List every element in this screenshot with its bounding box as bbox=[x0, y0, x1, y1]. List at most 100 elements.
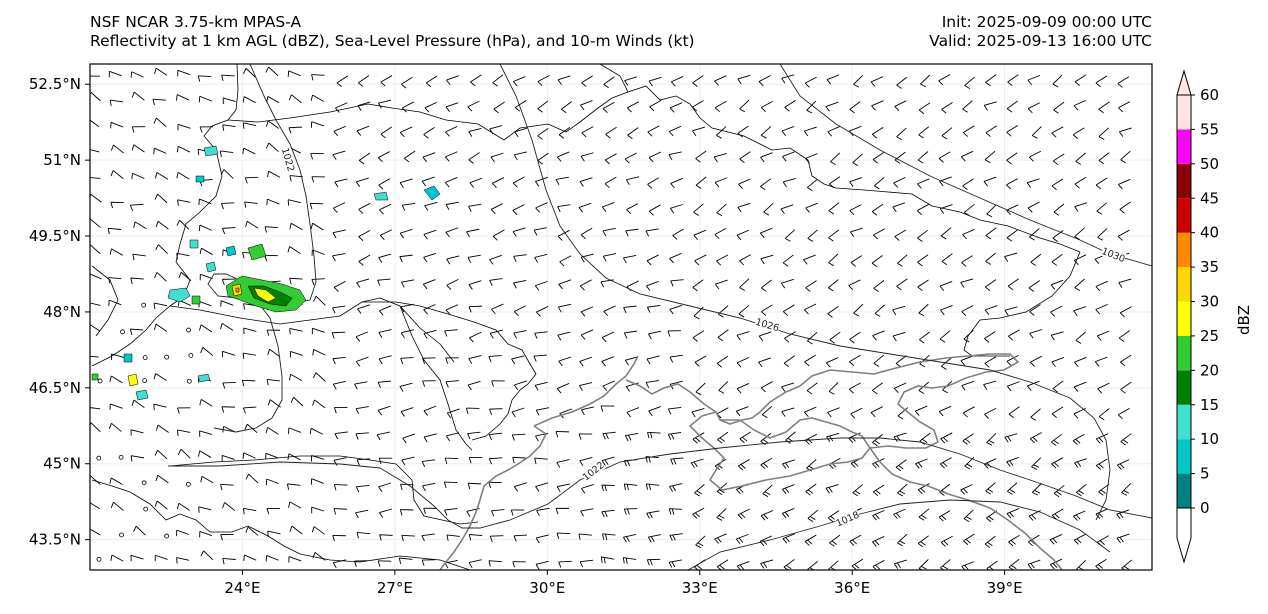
wind-barb bbox=[985, 125, 998, 137]
lat-tick-label: 51°N bbox=[43, 151, 81, 169]
wind-barb bbox=[200, 550, 214, 561]
wind-barb bbox=[807, 229, 818, 242]
lat-tick-label: 43.5°N bbox=[29, 531, 81, 549]
wind-barb bbox=[222, 502, 236, 511]
wind-barb bbox=[940, 535, 953, 547]
wind-barb bbox=[737, 203, 751, 213]
wind-barb bbox=[467, 482, 482, 490]
isobar-1018 bbox=[687, 499, 1111, 570]
wind-barb bbox=[512, 561, 526, 568]
wind-barb bbox=[333, 484, 348, 491]
calm-wind-marker bbox=[186, 327, 191, 333]
wind-barb bbox=[804, 534, 817, 546]
wind-barb bbox=[443, 481, 458, 488]
wind-barb bbox=[90, 355, 99, 358]
wind-barb bbox=[784, 331, 796, 343]
wind-barb bbox=[893, 176, 906, 188]
wind-barb bbox=[513, 279, 527, 289]
wind-barb bbox=[580, 227, 593, 240]
wind-barb bbox=[244, 176, 259, 184]
colorbar-tick-label: 50 bbox=[1200, 155, 1219, 173]
wind-barb bbox=[129, 328, 144, 336]
wind-barb bbox=[90, 302, 101, 306]
wind-barb bbox=[423, 304, 436, 315]
wind-barb bbox=[493, 101, 505, 114]
wind-barb bbox=[309, 202, 324, 210]
wind-barb bbox=[602, 533, 616, 541]
wind-barb bbox=[668, 125, 682, 137]
wind-barb bbox=[422, 152, 436, 163]
wind-barb bbox=[939, 457, 952, 469]
wind-barb bbox=[872, 330, 885, 341]
border-belarus-ukraine bbox=[227, 85, 691, 141]
wind-barb bbox=[669, 304, 683, 315]
wind-barb bbox=[1051, 253, 1063, 266]
wind-barb bbox=[918, 508, 930, 521]
wind-barb bbox=[871, 100, 884, 111]
wind-barb bbox=[964, 76, 975, 90]
wind-barb bbox=[718, 381, 729, 394]
wind-barb bbox=[490, 203, 503, 214]
wind-barb bbox=[940, 227, 952, 240]
wind-barb bbox=[176, 429, 191, 436]
wind-barb bbox=[107, 227, 122, 235]
wind-barb bbox=[1075, 152, 1086, 165]
wind-barb bbox=[781, 382, 795, 392]
wind-barb bbox=[714, 100, 727, 113]
border-ukraine-russia-north bbox=[689, 103, 1081, 253]
wind-barb bbox=[333, 125, 347, 137]
wind-barb bbox=[399, 228, 413, 239]
wind-barb bbox=[623, 330, 638, 339]
wind-barb bbox=[1030, 253, 1042, 266]
wind-barb bbox=[717, 431, 729, 444]
wind-barb bbox=[557, 303, 572, 313]
plot-area: 1022 1026 1030 1022 1018 bbox=[90, 64, 1152, 570]
wind-barb bbox=[1007, 278, 1019, 291]
wind-barb bbox=[1098, 152, 1110, 165]
wind-barb bbox=[648, 406, 662, 416]
wind-barb bbox=[421, 533, 435, 542]
refl-cell bbox=[123, 353, 133, 363]
wind-barb bbox=[288, 501, 302, 509]
calm-wind-marker bbox=[141, 302, 147, 308]
wind-barb bbox=[897, 483, 908, 497]
wind-barb bbox=[625, 382, 639, 392]
wind-barb bbox=[646, 558, 661, 566]
wind-barb bbox=[827, 305, 839, 318]
wind-barb bbox=[782, 177, 796, 188]
wind-barb bbox=[938, 74, 951, 86]
wind-barb bbox=[602, 227, 616, 237]
wind-barb bbox=[311, 249, 325, 256]
lon-tick-label: 33°E bbox=[682, 579, 718, 597]
colorbar: 0 5 10 15 20 25 30 35 40 45 50 55 60 dBZ bbox=[1176, 69, 1253, 564]
wind-barb bbox=[511, 407, 525, 418]
wind-barb bbox=[736, 383, 750, 394]
wind-barb bbox=[331, 331, 346, 339]
wind-barb bbox=[198, 95, 212, 103]
wind-barb bbox=[1029, 228, 1040, 241]
wind-barb bbox=[648, 330, 662, 340]
wind-barb bbox=[265, 142, 279, 153]
wind-barb bbox=[1098, 483, 1110, 496]
wind-barb bbox=[222, 97, 236, 104]
wind-barb bbox=[378, 178, 391, 190]
wind-barb bbox=[332, 202, 346, 213]
calm-wind-marker bbox=[97, 378, 103, 384]
refl-cell bbox=[235, 287, 240, 293]
wind-barb bbox=[221, 74, 235, 82]
wind-barb bbox=[692, 432, 705, 444]
wind-barb bbox=[153, 373, 167, 381]
wind-barb bbox=[783, 355, 795, 368]
wind-barb bbox=[1026, 178, 1040, 188]
wind-barb bbox=[513, 254, 527, 262]
wind-barb bbox=[760, 254, 774, 264]
wind-barb bbox=[1052, 380, 1064, 393]
wind-barb bbox=[962, 433, 974, 445]
wind-barb bbox=[963, 509, 974, 522]
coast-kherson-crimea bbox=[625, 379, 801, 425]
wind-barb bbox=[1098, 127, 1109, 140]
wind-barb bbox=[379, 229, 393, 240]
wind-barb bbox=[243, 554, 257, 561]
wind-barb bbox=[853, 303, 864, 317]
